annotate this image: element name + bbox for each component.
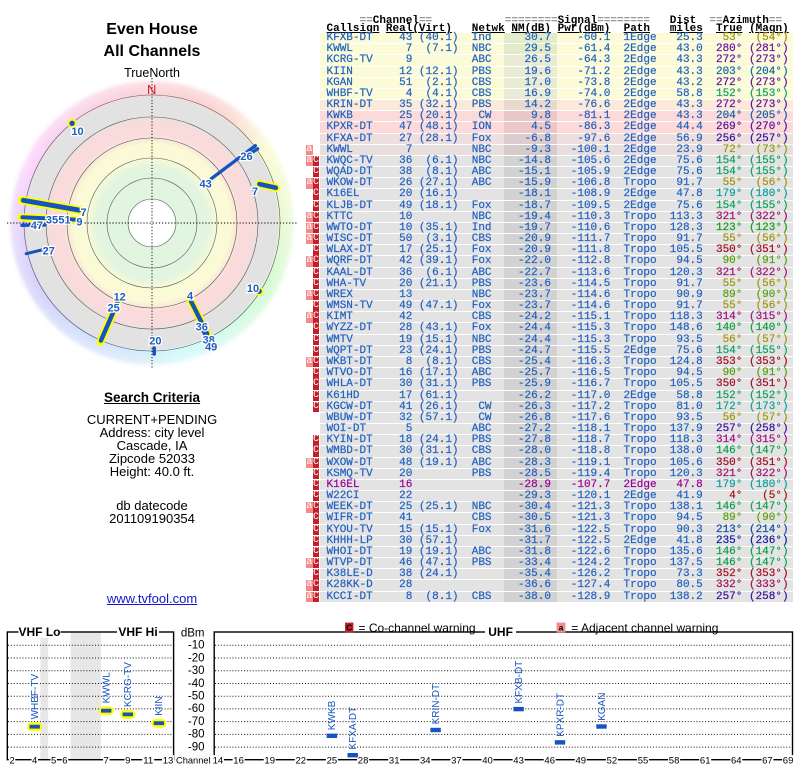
svg-text:55: 55 (638, 755, 649, 766)
svg-text:28: 28 (358, 755, 369, 766)
svg-text:VHF Lo: VHF Lo (19, 625, 61, 639)
svg-text:WHBF-TV: WHBF-TV (30, 674, 41, 720)
svg-text:6: 6 (62, 755, 67, 766)
svg-text:49: 49 (576, 755, 587, 766)
svg-text:40: 40 (482, 755, 493, 766)
svg-text:KWKB: KWKB (327, 700, 338, 730)
svg-text:KGAN: KGAN (597, 693, 608, 721)
svg-text:-30: -30 (188, 665, 205, 677)
svg-text:27: 27 (43, 246, 55, 258)
svg-text:-50: -50 (188, 691, 205, 703)
svg-text:31: 31 (389, 755, 400, 766)
svg-text:19: 19 (264, 755, 275, 766)
svg-text:69: 69 (783, 755, 794, 766)
svg-text:9: 9 (76, 217, 82, 229)
svg-text:7: 7 (252, 186, 258, 198)
svg-text:-80: -80 (188, 729, 205, 741)
svg-text:-20: -20 (188, 652, 205, 664)
svg-text:38: 38 (203, 335, 215, 347)
svg-text:36: 36 (196, 321, 208, 333)
svg-text:KPXR-DT: KPXR-DT (555, 693, 566, 737)
svg-text:34: 34 (420, 755, 431, 766)
svg-text:43: 43 (513, 755, 524, 766)
svg-text:47: 47 (31, 220, 43, 232)
svg-text:UHF: UHF (488, 625, 513, 639)
svg-text:= Adjacent channel warning: = Adjacent channel warning (571, 621, 718, 635)
svg-text:-60: -60 (188, 703, 205, 715)
svg-text:C: C (346, 623, 352, 633)
svg-text:49: 49 (205, 342, 217, 354)
svg-text:10: 10 (71, 126, 83, 138)
svg-text:4: 4 (187, 291, 194, 303)
svg-text:25: 25 (107, 303, 119, 315)
svg-text:KWWL: KWWL (102, 672, 113, 704)
svg-text:25: 25 (327, 755, 338, 766)
svg-text:12: 12 (114, 291, 126, 303)
svg-text:52: 52 (607, 755, 618, 766)
svg-text:-90: -90 (188, 741, 205, 753)
svg-text:14: 14 (213, 755, 224, 766)
svg-text:35: 35 (46, 214, 58, 226)
svg-text:-70: -70 (188, 716, 205, 728)
svg-text:43: 43 (199, 178, 211, 190)
svg-text:20: 20 (149, 336, 161, 348)
svg-text:26: 26 (240, 151, 252, 163)
svg-text:a: a (559, 623, 564, 633)
svg-text:2: 2 (9, 755, 14, 766)
svg-text:9: 9 (125, 755, 130, 766)
svg-text:-10: -10 (188, 640, 205, 652)
svg-text:51: 51 (58, 214, 70, 226)
svg-text:4: 4 (32, 755, 37, 766)
svg-text:KCRG-TV: KCRG-TV (123, 662, 134, 707)
svg-text:11: 11 (143, 755, 153, 766)
svg-text:= Co-channel warning: = Co-channel warning (359, 621, 476, 635)
svg-text:13: 13 (163, 755, 174, 766)
svg-text:N: N (147, 82, 156, 97)
svg-text:7: 7 (81, 207, 87, 219)
svg-text:58: 58 (669, 755, 680, 766)
svg-text:10: 10 (247, 283, 259, 295)
svg-text:KRIN-DT: KRIN-DT (431, 684, 442, 725)
svg-text:Channel: Channel (176, 755, 211, 765)
svg-text:5: 5 (51, 755, 56, 766)
svg-text:61: 61 (700, 755, 711, 766)
svg-text:KFXB-DT: KFXB-DT (514, 661, 525, 704)
svg-text:KIIN: KIIN (154, 696, 165, 715)
svg-text:22: 22 (296, 755, 307, 766)
svg-text:KFXA-DT: KFXA-DT (348, 707, 359, 750)
svg-text:46: 46 (544, 755, 555, 766)
svg-text:VHF Hi: VHF Hi (118, 625, 157, 639)
svg-text:dBm: dBm (181, 627, 205, 639)
svg-text:64: 64 (731, 755, 742, 766)
svg-text:67: 67 (762, 755, 773, 766)
svg-text:37: 37 (451, 755, 462, 766)
svg-text:7: 7 (104, 755, 109, 766)
svg-text:16: 16 (233, 755, 244, 766)
svg-text:-40: -40 (188, 678, 205, 690)
